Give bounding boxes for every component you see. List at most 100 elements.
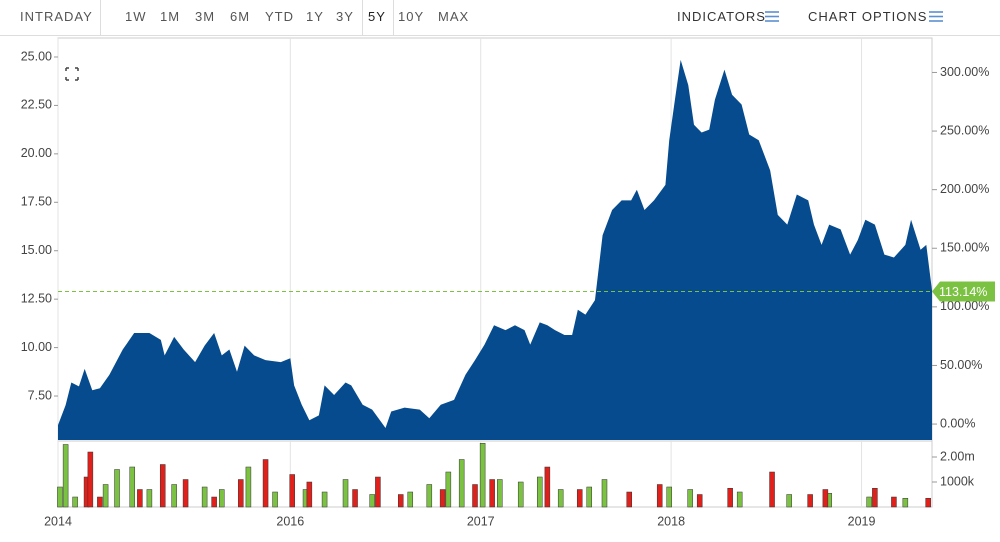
volume-bar (262, 459, 269, 508)
volume-bar (727, 488, 733, 508)
volume-bar (159, 464, 166, 508)
active-tab-box (362, 0, 394, 35)
volume-bar (114, 469, 120, 508)
chart-options-button[interactable]: CHART OPTIONS (808, 9, 928, 24)
volume-bar (62, 444, 69, 508)
volume-bar (626, 491, 632, 508)
reference-tag (932, 281, 995, 302)
volume-bar (544, 466, 551, 508)
range-tab[interactable]: 3M (195, 9, 216, 24)
range-tab[interactable]: 1Y (306, 9, 324, 24)
volume-bar (925, 498, 931, 508)
y2-tick-label: 100.00% (940, 299, 989, 313)
volume-bar (397, 494, 404, 508)
x-tick-label: 2014 (44, 514, 72, 528)
volume-bar (289, 474, 295, 508)
volume-bar (666, 486, 672, 508)
volume-bar (479, 443, 486, 508)
volume-bar (458, 459, 465, 508)
volume-bar (171, 484, 177, 508)
range-tab[interactable]: 1M (160, 9, 181, 24)
volume-bar (426, 484, 433, 508)
volume-bar (137, 489, 143, 508)
volume-bar (211, 496, 217, 508)
y2-tick-label: 200.00% (940, 182, 989, 196)
range-tab[interactable]: 1W (125, 9, 147, 24)
volume-bar (439, 489, 446, 508)
volume-bar (656, 484, 663, 508)
y-tick-label: 20.00 (21, 146, 52, 160)
range-tab[interactable]: 5Y (368, 9, 386, 24)
volume-bar (238, 479, 244, 508)
volume-bar (489, 479, 495, 508)
volume-bar (536, 476, 543, 508)
menu-icon (765, 11, 779, 22)
volume-bar (342, 479, 349, 508)
volume-bar (769, 471, 775, 508)
volume-bar (786, 494, 792, 508)
range-tab[interactable]: MAX (438, 9, 470, 24)
x-tick-label: 2016 (276, 514, 304, 528)
indicators-button[interactable]: INDICATORS (677, 9, 766, 24)
volume-tick-label: 1000k (940, 474, 975, 488)
volume-bar (687, 489, 693, 508)
volume-bar (576, 489, 583, 508)
volume-bar (601, 479, 608, 508)
volume-bar (129, 466, 136, 508)
y-tick-label: 12.50 (21, 291, 52, 305)
volume-bar (97, 496, 103, 508)
intraday-box (0, 0, 101, 35)
volume-bar (736, 491, 743, 508)
volume-bar (375, 476, 381, 508)
x-tick-label: 2019 (848, 514, 876, 528)
volume-bar (407, 491, 414, 508)
volume-bar (219, 489, 225, 508)
volume-bar (557, 489, 564, 508)
y-tick-label: 10.00 (21, 340, 52, 354)
range-tab[interactable]: YTD (265, 9, 294, 24)
volume-bar (72, 496, 78, 508)
volume-bar (272, 491, 278, 508)
y2-tick-label: 250.00% (940, 123, 989, 137)
volume-bar (306, 481, 313, 508)
range-tab[interactable]: 6M (230, 9, 251, 24)
y2-tick-label: 150.00% (940, 241, 989, 255)
volume-bar (807, 494, 813, 508)
expand-icon[interactable] (65, 67, 79, 81)
volume-bar (369, 494, 375, 508)
reference-label: 113.14% (939, 285, 987, 299)
volume-bar (146, 489, 153, 508)
y2-tick-label: 300.00% (940, 65, 989, 79)
range-tab[interactable]: 10Y (398, 9, 425, 24)
y2-tick-label: 50.00% (940, 358, 982, 372)
volume-bar (866, 496, 872, 508)
range-tab[interactable]: 3Y (336, 9, 354, 24)
volume-bar (891, 496, 897, 508)
volume-bar (822, 489, 829, 508)
volume-bar (472, 484, 478, 508)
volume-bar (586, 486, 593, 508)
volume-bar (87, 451, 94, 508)
volume-bar (872, 488, 878, 508)
volume-bar (517, 481, 524, 508)
y-tick-label: 17.50 (21, 195, 52, 209)
y-tick-label: 22.50 (21, 98, 52, 112)
y-tick-label: 7.50 (28, 388, 52, 402)
y2-tick-label: 0.00% (940, 416, 975, 430)
x-tick-label: 2018 (657, 514, 685, 528)
intraday-tab[interactable]: INTRADAY (20, 9, 93, 24)
y-tick-label: 25.00 (21, 49, 52, 63)
menu-icon (929, 11, 943, 22)
volume-bar (182, 479, 189, 508)
y-tick-label: 15.00 (21, 243, 52, 257)
volume-bar (352, 489, 358, 508)
volume-bar (696, 494, 703, 508)
toolbar: INTRADAY INDICATORS CHART OPTIONS 1W 1M 3M… (0, 0, 1000, 36)
volume-bar (445, 471, 452, 508)
volume-bar (321, 491, 328, 508)
volume-tick-label: 2.00m (940, 449, 975, 463)
volume-bar (57, 486, 63, 508)
volume-bar (902, 498, 909, 508)
